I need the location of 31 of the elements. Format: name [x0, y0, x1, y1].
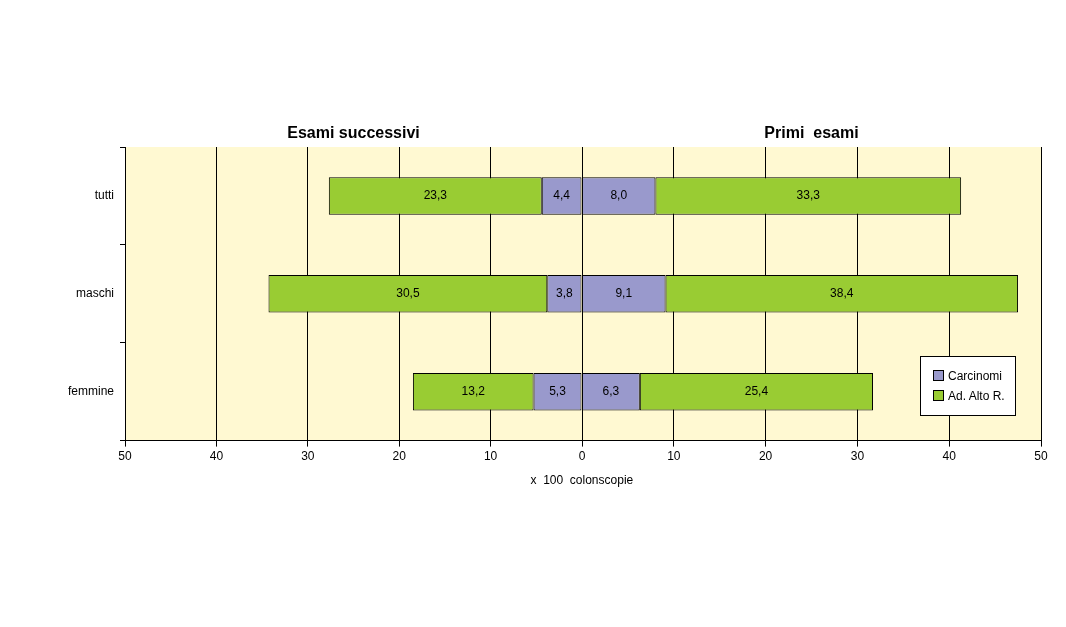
chart-title: Primi esami — [764, 124, 859, 142]
data-label: 9,1 — [615, 286, 633, 301]
data-label: 33,3 — [796, 188, 821, 203]
x-tick-label: 50 — [118, 449, 133, 464]
y-tick-label: maschi — [76, 286, 115, 301]
x-tick-label: 30 — [301, 449, 315, 464]
data-label: 8,0 — [610, 188, 628, 203]
x-tick-label: 10 — [667, 449, 681, 464]
x-tick-label: 30 — [850, 449, 865, 464]
legend-label: Ad. Alto R. — [948, 388, 1005, 403]
data-label: 5,3 — [549, 383, 567, 398]
data-label: 3,8 — [556, 286, 574, 301]
x-tick-label: 40 — [209, 449, 224, 464]
data-label: 38,4 — [830, 286, 854, 301]
x-tick-label: 20 — [392, 449, 407, 464]
y-tick-label: tutti — [94, 188, 115, 203]
x-tick-label: 10 — [483, 449, 498, 464]
x-tick-label: 0 — [578, 449, 586, 464]
legend-label: Carcinomi — [948, 368, 1003, 383]
x-tick-label: 20 — [758, 449, 773, 464]
chart-title: Esami successivi — [287, 124, 420, 142]
data-label: 30,5 — [396, 286, 420, 301]
data-label: 4,4 — [553, 188, 571, 203]
data-label: 25,4 — [744, 383, 769, 398]
data-label: 6,3 — [602, 383, 620, 398]
data-label: 13,2 — [461, 383, 486, 398]
y-tick-label: femmine — [68, 383, 115, 398]
x-tick-label: 40 — [942, 449, 957, 464]
x-tick-label: 50 — [1034, 449, 1048, 464]
data-label: 23,3 — [423, 188, 448, 203]
x-axis-title: x 100 colonscopie — [530, 472, 634, 487]
